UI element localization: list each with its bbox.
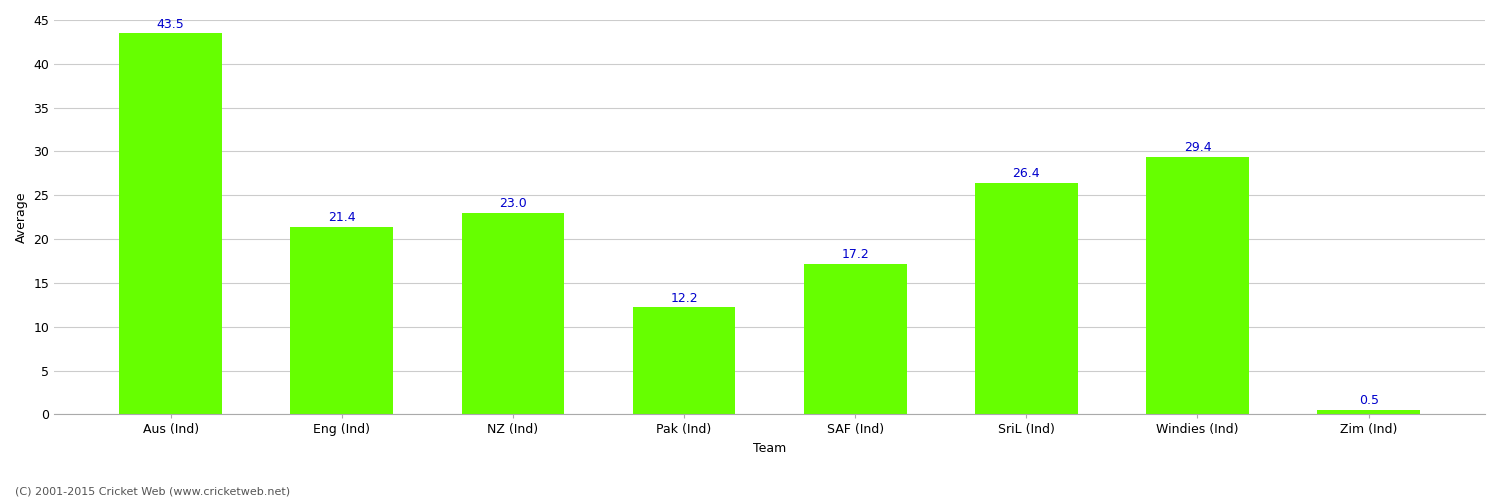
Bar — [633, 308, 735, 414]
X-axis label: Team: Team — [753, 442, 786, 455]
Text: 43.5: 43.5 — [158, 18, 184, 30]
Y-axis label: Average: Average — [15, 192, 28, 243]
Bar — [120, 33, 222, 414]
Bar — [975, 183, 1077, 414]
Text: (C) 2001-2015 Cricket Web (www.cricketweb.net): (C) 2001-2015 Cricket Web (www.cricketwe… — [15, 487, 290, 497]
Text: 12.2: 12.2 — [670, 292, 698, 305]
Bar — [1146, 156, 1250, 414]
Text: 29.4: 29.4 — [1184, 141, 1212, 154]
Text: 26.4: 26.4 — [1013, 168, 1040, 180]
Bar — [291, 227, 393, 414]
Bar — [462, 213, 564, 414]
Text: 17.2: 17.2 — [842, 248, 868, 261]
Text: 23.0: 23.0 — [500, 197, 526, 210]
Bar — [1317, 410, 1420, 414]
Text: 0.5: 0.5 — [1359, 394, 1378, 407]
Text: 21.4: 21.4 — [328, 211, 356, 224]
Bar — [804, 264, 906, 414]
